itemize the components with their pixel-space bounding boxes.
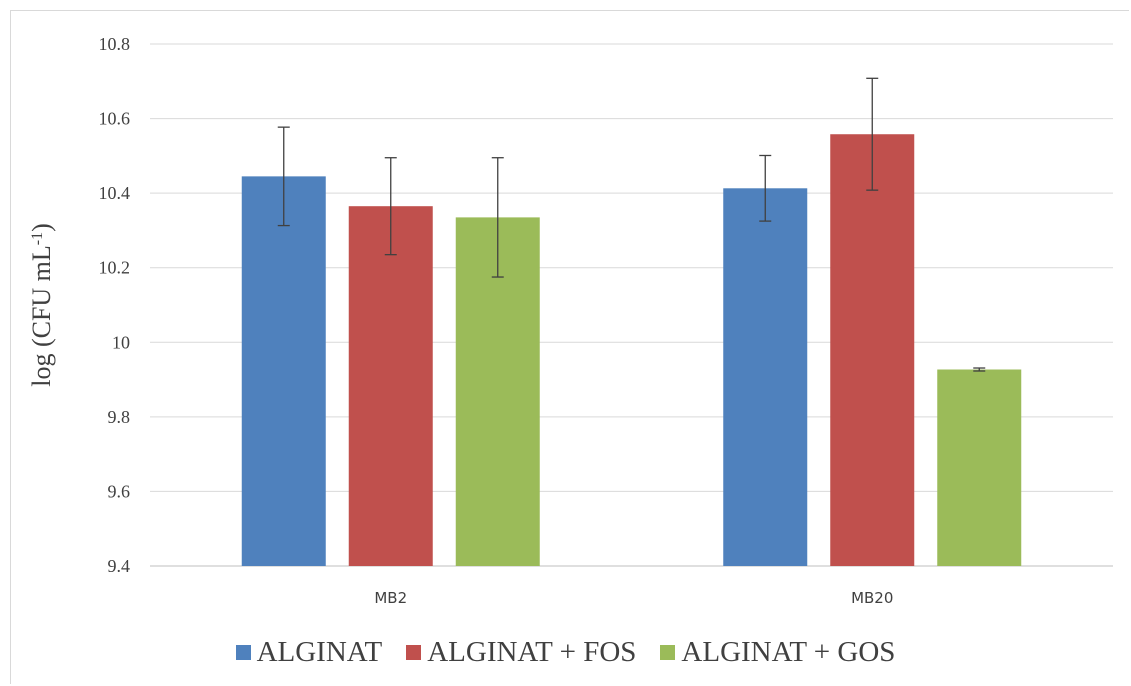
y-axis-label: log (CFU mL-1) (27, 223, 56, 387)
legend-item: ALGINAT + GOS (660, 636, 895, 669)
gridlines (150, 43, 1113, 567)
y-tick-label: 9.8 (108, 407, 131, 427)
bars (241, 134, 1022, 566)
bar (241, 176, 326, 566)
y-tick-label: 10.2 (99, 258, 131, 278)
x-category-label: MB2 (374, 589, 407, 607)
y-tick-label: 10 (112, 332, 130, 352)
bar (348, 206, 433, 566)
bar (723, 188, 808, 566)
bar (937, 369, 1022, 566)
y-tick-label: 10.8 (99, 34, 131, 54)
legend-label: ALGINAT + FOS (427, 635, 637, 668)
legend-item: ALGINAT + FOS (406, 636, 636, 669)
legend-label: ALGINAT + GOS (681, 635, 896, 668)
legend-swatch (406, 644, 422, 660)
legend-swatch (235, 644, 251, 660)
error-bars (277, 77, 986, 372)
y-tick-label: 10.6 (99, 109, 131, 129)
y-tick-label: 10.4 (99, 183, 131, 203)
y-tick-label: 9.6 (108, 481, 131, 501)
legend-swatch (660, 644, 676, 660)
bar (830, 134, 915, 566)
legend: ALGINAT ALGINAT + FOS ALGINAT + GOS (0, 632, 1131, 672)
legend-label: ALGINAT (256, 635, 383, 668)
x-category-label: MB20 (851, 589, 893, 607)
y-tick-label: 9.4 (108, 556, 131, 576)
y-axis-ticks: 9.4 9.6 9.8 10 10.2 10.4 10.6 10.8 (99, 34, 131, 576)
legend-item: ALGINAT (235, 635, 383, 669)
x-axis-categories: MB2 MB20 (374, 589, 893, 607)
chart-frame (10, 10, 1129, 684)
